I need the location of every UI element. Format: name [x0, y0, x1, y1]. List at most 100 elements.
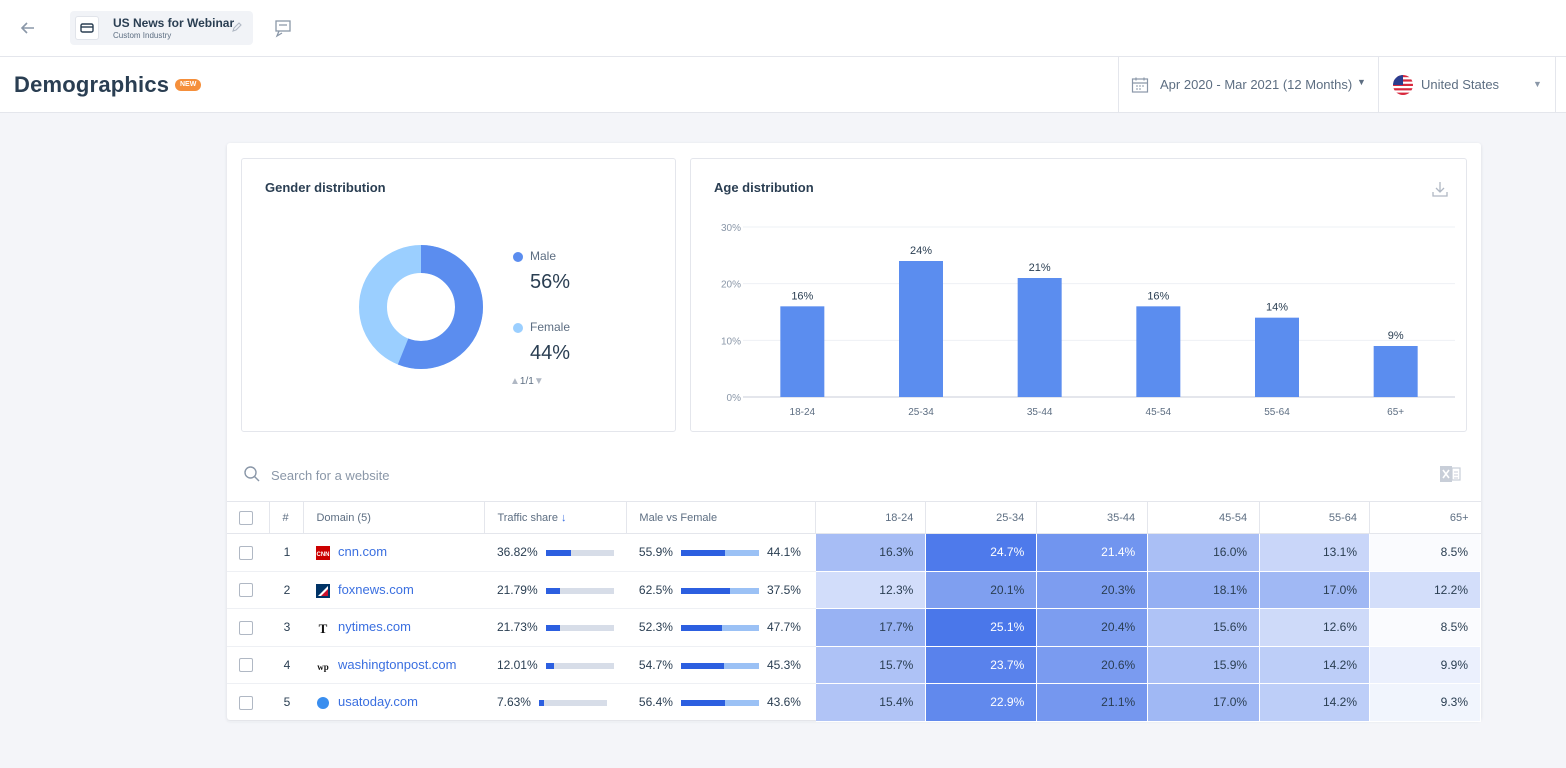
age-header-45-54[interactable]: 45-54 — [1147, 501, 1261, 534]
age-share-cell: 20.4% — [1036, 608, 1149, 647]
female-value: 44% — [530, 342, 571, 364]
row-checkbox[interactable] — [239, 658, 253, 673]
age-header-65-plus[interactable]: 65+ — [1369, 501, 1481, 534]
age-bar — [899, 261, 943, 397]
domain-link[interactable]: cnn.com — [337, 544, 388, 560]
svg-text:T: T — [319, 621, 328, 635]
arrow-left-icon[interactable] — [18, 18, 38, 38]
age-share-cell: 8.5% — [1369, 608, 1481, 647]
age-header-35-44[interactable]: 35-44 — [1036, 501, 1149, 534]
age-header-25-34[interactable]: 25-34 — [925, 501, 1038, 534]
legend-pager[interactable]: ▲1/1▼ — [510, 376, 544, 387]
industry-chip[interactable]: US News for Webinar Custom Industry — [70, 11, 253, 45]
domain-link[interactable]: washingtonpost.com — [337, 656, 457, 672]
row-domain-cell: foxnews.com — [303, 571, 485, 609]
age-share-cell: 14.2% — [1259, 646, 1371, 684]
select-all-checkbox[interactable] — [239, 510, 253, 525]
row-rank: 2 — [269, 571, 304, 609]
male-share-value: 52.3% — [638, 620, 673, 635]
row-checkbox[interactable] — [239, 583, 253, 598]
male-female-bar — [680, 625, 759, 632]
male-vs-female-header[interactable]: Male vs Female — [626, 501, 817, 534]
pencil-icon[interactable] — [231, 21, 245, 35]
female-legend-dot — [513, 323, 523, 333]
compare-icon[interactable] — [274, 19, 294, 39]
age-share-cell: 22.9% — [925, 683, 1038, 722]
download-icon[interactable] — [1431, 180, 1449, 198]
row-traffic-cell: 7.63% — [484, 683, 627, 722]
male-share-bar-fill — [680, 550, 725, 557]
page-header: Demographics NEW Apr 2020 - Mar 2021 (12… — [0, 57, 1566, 113]
age-share-cell: 25.1% — [925, 608, 1038, 647]
cnn-logo-icon: CNN — [315, 546, 330, 561]
row-rank: 5 — [269, 683, 304, 722]
age-share-cell: 15.4% — [815, 683, 927, 722]
gender-donut-chart — [359, 245, 483, 369]
traffic-share-header[interactable]: Traffic share ↓ — [484, 501, 628, 534]
y-tick-label: 0% — [727, 393, 742, 404]
row-gender-cell: 62.5% 37.5% — [626, 571, 816, 609]
age-bar — [1373, 346, 1418, 397]
y-tick-label: 20% — [721, 280, 741, 291]
domain-link[interactable]: usatoday.com — [337, 694, 418, 710]
bar-value-label: 24% — [910, 245, 932, 257]
country-picker[interactable]: United States ▼ — [1378, 57, 1556, 113]
row-traffic-cell: 21.79% — [484, 571, 627, 609]
row-domain-cell: wp washingtonpost.com — [303, 646, 485, 684]
male-label: Male — [530, 249, 557, 263]
table-row[interactable]: 4 wp washingtonpost.com 12.01% 54.7% 45.3%… — [227, 646, 1481, 684]
male-share-bar-fill — [680, 662, 724, 669]
age-share-cell: 9.3% — [1369, 683, 1481, 722]
sort-arrow-down-icon[interactable]: ↓ — [561, 511, 567, 524]
y-tick-label: 10% — [721, 336, 741, 347]
age-title: Age distribution — [714, 180, 814, 195]
search-input[interactable] — [271, 464, 671, 486]
traffic-share-bar — [545, 625, 614, 632]
age-share-cell: 16.0% — [1147, 533, 1261, 572]
y-tick-label: 30% — [721, 223, 741, 234]
traffic-share-label: Traffic share — [497, 511, 558, 524]
svg-text:wp: wp — [317, 662, 329, 672]
traffic-share-value: 12.01% — [496, 657, 538, 672]
domain-link[interactable]: nytimes.com — [337, 619, 411, 635]
age-header-18-24[interactable]: 18-24 — [815, 501, 927, 534]
table-row[interactable]: 5 usatoday.com 7.63% 56.4% 43.6% 15.4% 22.… — [227, 683, 1481, 722]
table-row[interactable]: 2 foxnews.com 21.79% 62.5% 37.5% 12.3% 20.… — [227, 571, 1481, 609]
bar-value-label: 16% — [791, 290, 813, 302]
page-title: Demographics — [14, 72, 170, 97]
female-share-value: 37.5% — [766, 582, 801, 597]
domain-link[interactable]: foxnews.com — [337, 581, 414, 597]
male-share-value: 56.4% — [638, 695, 673, 710]
female-share-value: 44.1% — [766, 545, 801, 560]
row-gender-cell: 52.3% 47.7% — [626, 608, 816, 647]
usatoday-logo-icon — [316, 697, 329, 710]
bar-value-label: 21% — [1029, 262, 1051, 274]
triangle-up-icon[interactable]: ▲ — [510, 376, 520, 387]
us-flag-icon — [1393, 75, 1413, 95]
row-traffic-cell: 12.01% — [484, 646, 627, 684]
washingtonpost-logo-icon: wp — [317, 662, 329, 672]
table-row[interactable]: 1 CNN cnn.com 36.82% 55.9% 44.1% 16.3% 24.7… — [227, 533, 1481, 572]
male-share-value: 54.7% — [638, 657, 673, 672]
date-range-picker[interactable]: Apr 2020 - Mar 2021 (12 Months) ▼ — [1118, 57, 1378, 113]
select-all-cell — [227, 501, 271, 534]
row-checkbox[interactable] — [239, 620, 253, 635]
age-share-cell: 15.6% — [1147, 608, 1261, 647]
pager-value: 1/1 — [519, 376, 534, 387]
age-share-cell: 12.2% — [1369, 571, 1481, 609]
x-tick-label: 45-54 — [1146, 407, 1172, 418]
row-checkbox[interactable] — [239, 545, 253, 560]
domain-header[interactable]: Domain (5) — [303, 501, 486, 534]
row-rank: 3 — [269, 608, 304, 647]
traffic-share-value: 7.63% — [496, 695, 531, 710]
nytimes-logo-icon: T — [319, 621, 328, 635]
search-row — [227, 449, 1481, 501]
excel-export-icon[interactable] — [1439, 464, 1461, 484]
male-female-bar — [680, 587, 759, 594]
x-tick-label: 65+ — [1387, 407, 1404, 418]
age-header-55-64[interactable]: 55-64 — [1259, 501, 1371, 534]
triangle-down-icon[interactable]: ▼ — [533, 376, 544, 387]
traffic-share-bar — [545, 587, 614, 594]
row-checkbox[interactable] — [239, 695, 253, 710]
